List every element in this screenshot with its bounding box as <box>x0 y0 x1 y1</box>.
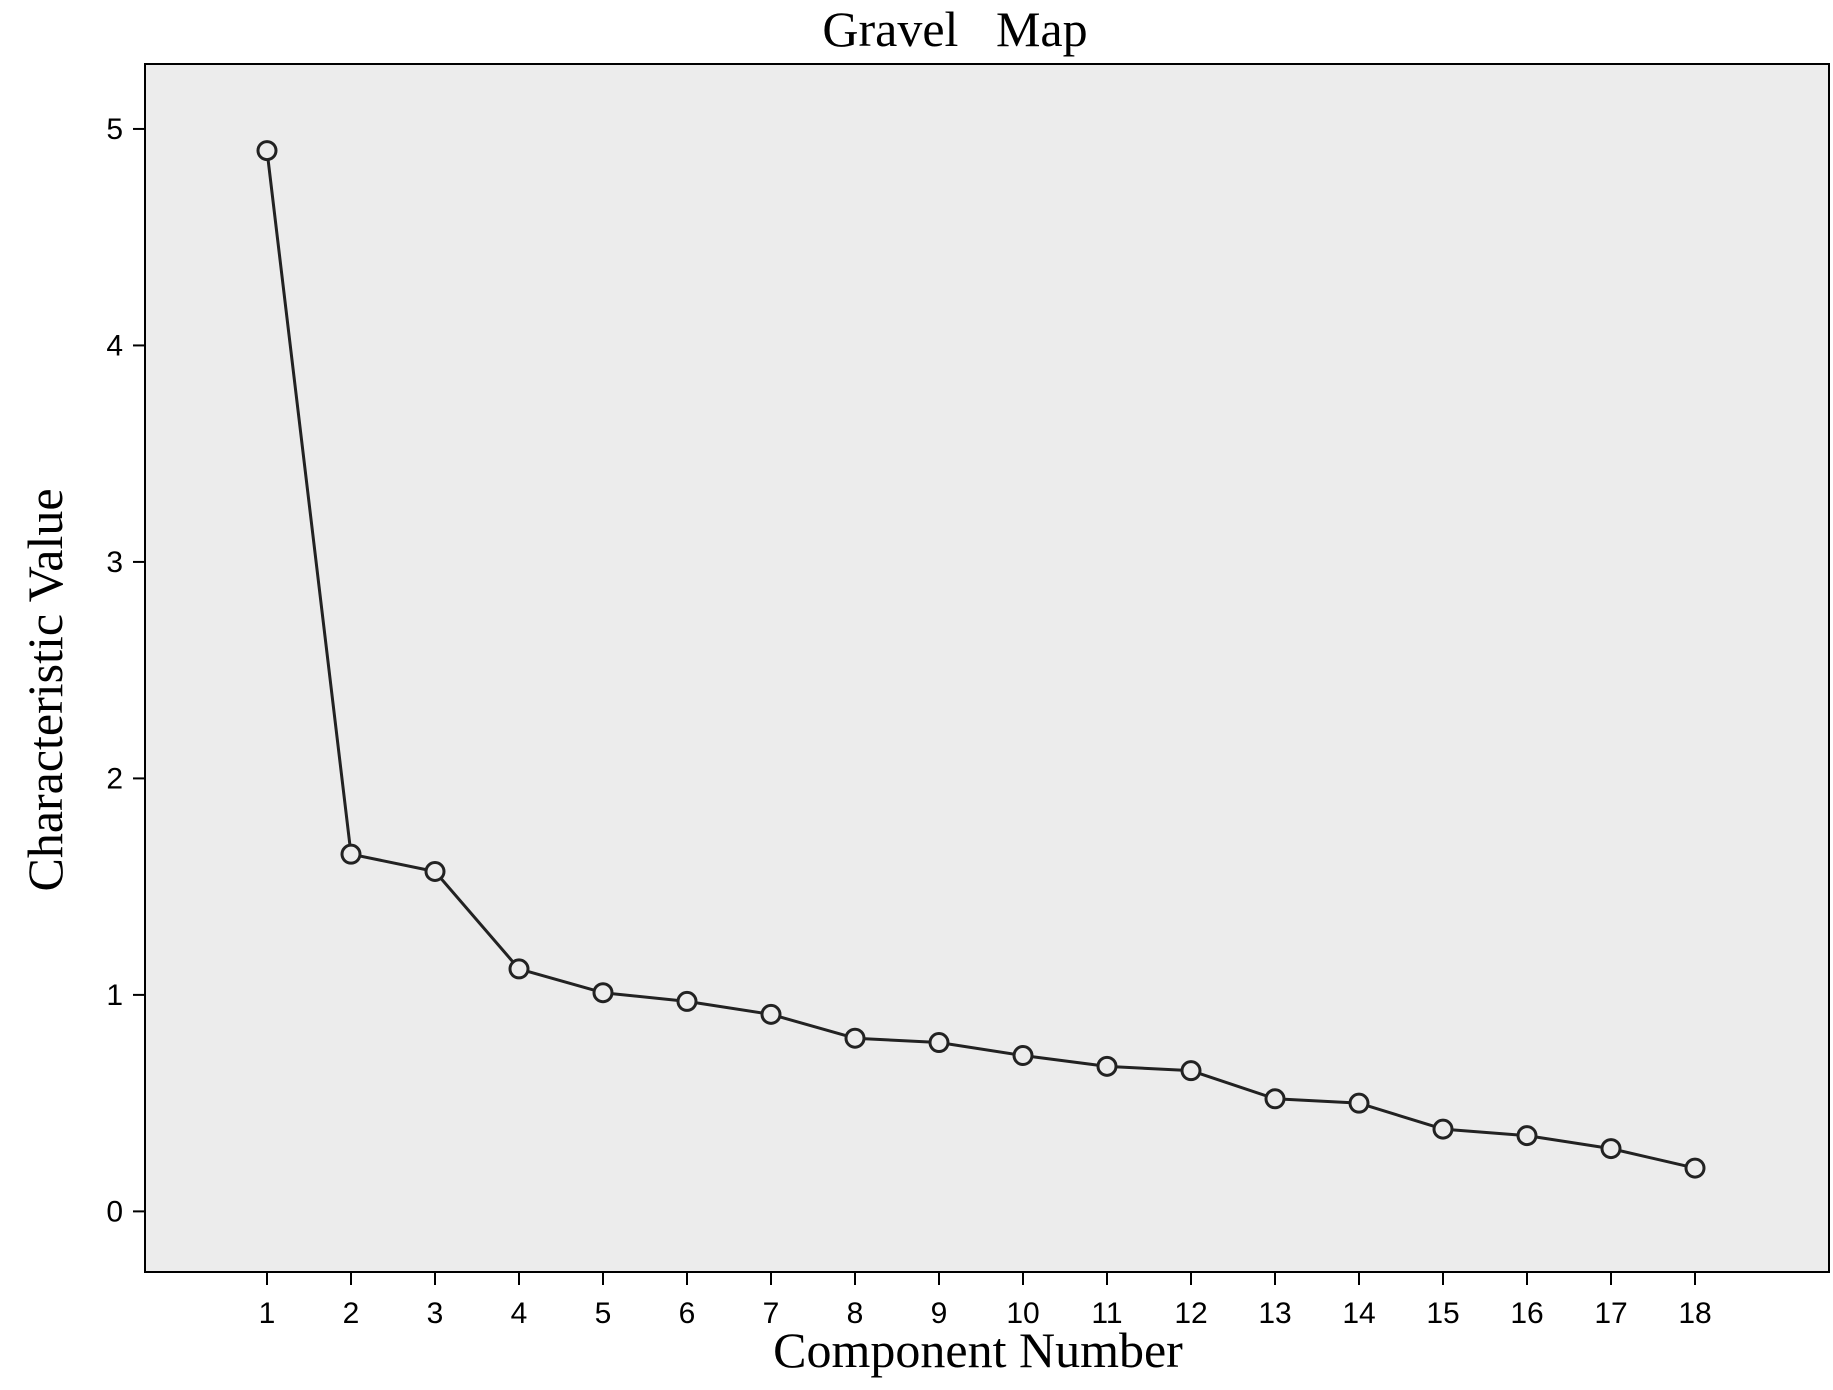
data-point <box>1180 1060 1202 1082</box>
plot-area <box>144 63 1830 1273</box>
y-axis-title: Characteristic Value <box>17 488 73 891</box>
data-point <box>592 982 614 1004</box>
data-point <box>256 140 278 162</box>
data-point <box>508 958 530 980</box>
x-axis-ticks: 1 2 3 4 5 6 7 8 9 10 11 12 13 14 15 16 17 18 <box>259 1272 1712 1330</box>
x-tick-label: 15 <box>1426 1297 1459 1330</box>
series-line <box>265 150 1696 1170</box>
y-tick-label: 1 <box>106 979 123 1012</box>
series-line-group <box>265 150 1696 1170</box>
y-tick-label: 0 <box>106 1195 123 1228</box>
x-tick-label: 5 <box>595 1297 612 1330</box>
data-point <box>676 990 698 1012</box>
x-tick-label: 17 <box>1594 1297 1627 1330</box>
x-tick-label: 4 <box>511 1297 528 1330</box>
x-tick-label: 2 <box>343 1297 360 1330</box>
data-point <box>1432 1118 1454 1140</box>
x-tick-label: 3 <box>427 1297 444 1330</box>
data-point <box>1012 1045 1034 1067</box>
x-tick-label: 16 <box>1510 1297 1543 1330</box>
x-axis-title: Component Number <box>773 1322 1183 1378</box>
data-point <box>928 1032 950 1054</box>
x-tick-label: 14 <box>1342 1297 1375 1330</box>
chart-title: Gravel Map <box>822 1 1087 57</box>
data-point <box>424 860 446 882</box>
x-tick-label: 7 <box>763 1297 780 1330</box>
x-tick-label: 13 <box>1258 1297 1291 1330</box>
data-point <box>1516 1125 1538 1147</box>
y-axis-ticks: 0 1 2 3 4 5 <box>106 113 145 1228</box>
data-point <box>760 1003 782 1025</box>
x-tick-label: 8 <box>847 1297 864 1330</box>
x-tick-label: 10 <box>1006 1297 1039 1330</box>
data-point <box>1600 1138 1622 1160</box>
data-point <box>1264 1088 1286 1110</box>
data-point <box>340 843 362 865</box>
y-tick-label: 5 <box>106 113 123 146</box>
series-points-group <box>256 140 1706 1179</box>
x-tick-label: 18 <box>1678 1297 1711 1330</box>
x-tick-label: 9 <box>931 1297 948 1330</box>
y-tick-label: 4 <box>106 329 123 362</box>
y-tick-label: 2 <box>106 762 123 795</box>
data-point <box>1684 1157 1706 1179</box>
x-tick-label: 1 <box>259 1297 276 1330</box>
data-point <box>1096 1055 1118 1077</box>
x-tick-label: 12 <box>1174 1297 1207 1330</box>
y-tick-label: 3 <box>106 546 123 579</box>
x-tick-label: 6 <box>679 1297 696 1330</box>
data-point <box>1348 1092 1370 1114</box>
x-tick-label: 11 <box>1091 1297 1122 1330</box>
data-point <box>844 1027 866 1049</box>
